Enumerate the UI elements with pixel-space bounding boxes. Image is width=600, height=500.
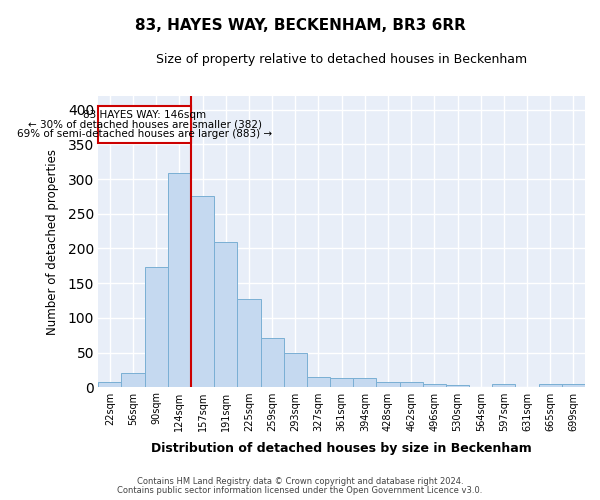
Bar	[260, 338, 284, 387]
Bar	[98, 106, 191, 143]
Text: Contains HM Land Registry data © Crown copyright and database right 2024.: Contains HM Land Registry data © Crown c…	[137, 477, 463, 486]
Bar	[145, 267, 168, 387]
Bar	[376, 382, 400, 387]
Bar	[98, 382, 121, 387]
Bar	[214, 242, 238, 387]
Bar	[168, 173, 191, 387]
Bar	[492, 384, 515, 387]
Bar	[446, 385, 469, 387]
Text: 83 HAYES WAY: 146sqm: 83 HAYES WAY: 146sqm	[83, 110, 206, 120]
Text: 83, HAYES WAY, BECKENHAM, BR3 6RR: 83, HAYES WAY, BECKENHAM, BR3 6RR	[134, 18, 466, 32]
Bar	[191, 196, 214, 387]
X-axis label: Distribution of detached houses by size in Beckenham: Distribution of detached houses by size …	[151, 442, 532, 455]
Bar	[562, 384, 585, 387]
Bar	[238, 299, 260, 387]
Title: Size of property relative to detached houses in Beckenham: Size of property relative to detached ho…	[156, 52, 527, 66]
Bar	[121, 372, 145, 387]
Bar	[284, 353, 307, 387]
Text: Contains public sector information licensed under the Open Government Licence v3: Contains public sector information licen…	[118, 486, 482, 495]
Bar	[330, 378, 353, 387]
Text: 69% of semi-detached houses are larger (883) →: 69% of semi-detached houses are larger (…	[17, 129, 272, 139]
Bar	[353, 378, 376, 387]
Bar	[539, 384, 562, 387]
Bar	[400, 382, 423, 387]
Text: ← 30% of detached houses are smaller (382): ← 30% of detached houses are smaller (38…	[28, 120, 262, 130]
Bar	[307, 377, 330, 387]
Y-axis label: Number of detached properties: Number of detached properties	[46, 148, 59, 334]
Bar	[423, 384, 446, 387]
